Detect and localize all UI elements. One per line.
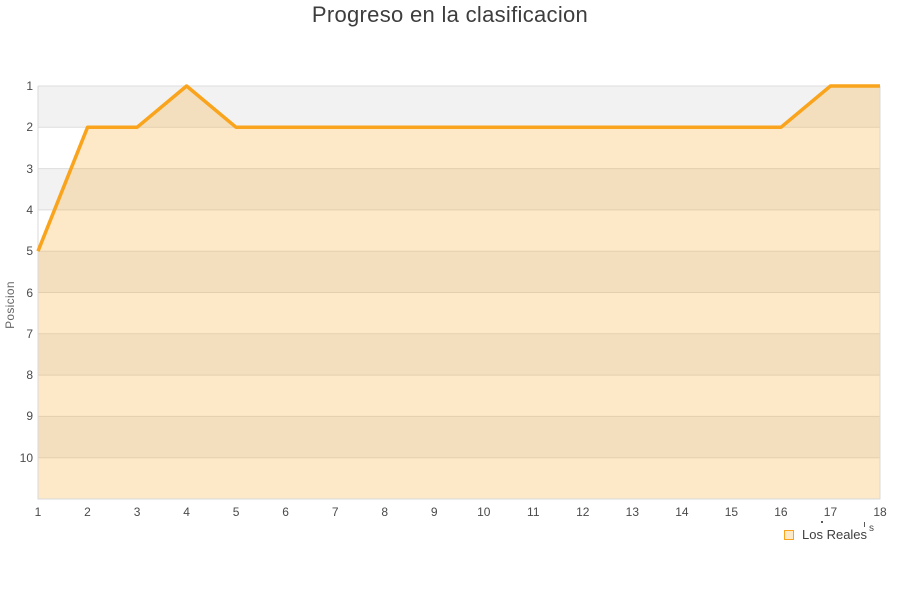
chart-title: Progreso en la clasificacion: [311, 2, 589, 27]
series-area: [38, 86, 880, 499]
x-tick-label: 2: [84, 505, 91, 519]
clipped-text-artifact: s: [869, 523, 874, 534]
y-tick-label: 1: [26, 79, 33, 93]
legend-swatch-icon: [784, 529, 794, 540]
x-tick-label: 8: [381, 505, 389, 519]
y-tick-label: 9: [26, 409, 33, 424]
y-tick-label: 2: [26, 120, 33, 135]
y-tick-label: 6: [26, 285, 33, 300]
x-tick-label: 9: [430, 505, 438, 519]
plot-band: [38, 292, 880, 334]
clipped-text-speck: [821, 521, 823, 523]
legend-series-label: Los Reales: [802, 527, 868, 542]
x-tick-label: 6: [282, 505, 289, 519]
x-tick-label: 18: [873, 505, 887, 519]
y-tick-label: 5: [26, 244, 33, 259]
plot-band: [38, 333, 880, 376]
x-tick-label: 1: [34, 505, 42, 519]
x-tick-label: 16: [774, 505, 788, 519]
plot-band: [38, 209, 880, 252]
plot-band: [38, 127, 880, 169]
x-tick-label: 17: [823, 505, 838, 519]
series-line: [36, 84, 880, 252]
y-tick-label: 3: [26, 161, 33, 176]
y-tick-label: 4: [26, 202, 33, 217]
x-tick-label: 15: [724, 505, 739, 519]
x-tick-label: 13: [625, 505, 640, 519]
x-tick-label: 5: [232, 505, 240, 519]
x-tick-label: 11: [527, 505, 540, 519]
y-tick-label: 8: [26, 368, 33, 383]
x-tick-label: 12: [576, 505, 590, 519]
y-tick-label: 10: [19, 450, 33, 465]
plot-band: [38, 251, 880, 293]
clipped-text-speck: [864, 522, 865, 527]
plot-border: [37, 86, 881, 500]
y-tick-label: 7: [26, 326, 33, 341]
plot-band: [38, 416, 880, 458]
x-tick-label: 7: [331, 505, 339, 519]
plot-band: [38, 168, 880, 210]
legend-item[interactable]: Los Reales: [784, 527, 867, 542]
plot-band: [38, 457, 880, 499]
x-tick-label: 14: [675, 505, 689, 519]
x-tick-label: 10: [477, 505, 491, 519]
plot-band: [38, 375, 880, 417]
x-tick-label: 3: [133, 505, 141, 519]
x-tick-label: 4: [183, 505, 190, 519]
